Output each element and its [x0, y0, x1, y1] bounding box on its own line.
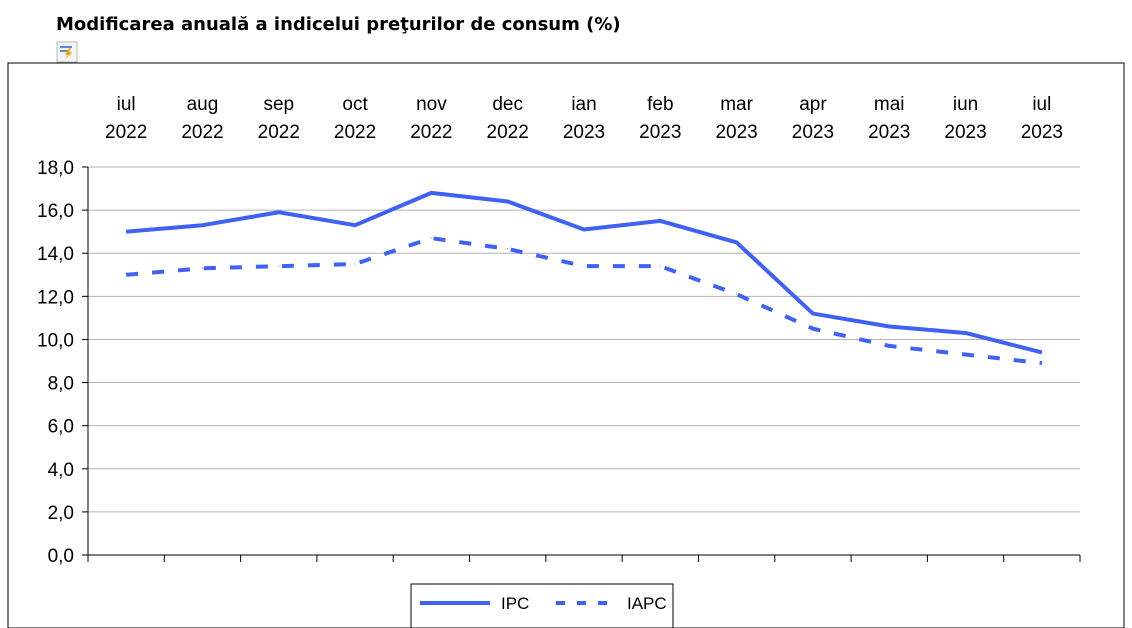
data-point-ipc	[812, 313, 814, 315]
category-label-month: ian	[571, 94, 596, 115]
legend: IPC IAPC	[410, 583, 674, 628]
category-label-year: 2023	[715, 122, 757, 143]
data-point-ipc	[125, 231, 127, 233]
y-tick-label: 0,0	[48, 546, 74, 567]
chart-title: Modificarea anuală a indicelui preţurilo…	[56, 14, 621, 35]
category-label-year: 2023	[792, 122, 834, 143]
y-tick-label: 14,0	[37, 244, 74, 265]
data-point-ipc	[507, 200, 509, 202]
series-lines	[125, 190, 1043, 366]
chart-edit-icon[interactable]	[56, 41, 78, 63]
category-label-month: mai	[874, 94, 905, 115]
chart-frame	[7, 62, 1125, 628]
data-point-ipc	[430, 192, 432, 194]
category-label-year: 2022	[105, 122, 147, 143]
category-label-month: aug	[187, 94, 219, 115]
data-point-iapc	[278, 265, 280, 267]
category-label-year: 2022	[334, 122, 376, 143]
legend-label-iapc: IAPC	[627, 594, 667, 613]
category-label-year: 2023	[868, 122, 910, 143]
data-point-iapc	[507, 248, 509, 250]
data-point-iapc	[354, 263, 356, 265]
data-point-iapc	[430, 237, 432, 239]
category-label-year: 2023	[1021, 122, 1063, 143]
category-label-month: feb	[647, 94, 673, 115]
legend-box	[410, 583, 674, 628]
data-point-iapc	[583, 265, 585, 267]
grid-lines	[88, 166, 1080, 513]
category-label-year: 2022	[487, 122, 529, 143]
category-label-month: oct	[342, 94, 368, 115]
category-label-month: dec	[492, 94, 523, 115]
y-tick-label: 6,0	[48, 417, 74, 438]
data-point-ipc	[736, 241, 738, 243]
data-point-iapc	[1041, 362, 1043, 364]
y-tick-label: 10,0	[37, 330, 74, 351]
category-label-year: 2022	[181, 122, 223, 143]
data-point-iapc	[201, 267, 203, 269]
data-point-iapc	[125, 274, 127, 276]
data-point-iapc	[888, 345, 890, 347]
data-point-iapc	[659, 265, 661, 267]
axes	[82, 166, 1081, 562]
category-label-month: iul	[117, 94, 136, 115]
y-tick-label: 8,0	[48, 374, 74, 395]
y-axis-ticks: 0,0 2,0 4,0 6,0 8,0 10,0 12,0 14,0 16,0 18,0	[37, 158, 74, 567]
category-label-year: 2023	[563, 122, 605, 143]
data-point-ipc	[888, 326, 890, 328]
category-label-year: 2022	[410, 122, 452, 143]
data-point-ipc	[354, 224, 356, 226]
category-label-month: mar	[720, 94, 753, 115]
y-tick-label: 2,0	[48, 503, 74, 524]
data-point-iapc	[736, 293, 738, 295]
y-tick-label: 16,0	[37, 201, 74, 222]
legend-label-ipc: IPC	[501, 594, 529, 613]
y-tick-label: 12,0	[37, 287, 74, 308]
category-label-month: nov	[416, 94, 447, 115]
data-point-ipc	[965, 332, 967, 334]
category-labels: iul 2022 aug 2022 sep 2022 oct 2022 nov 2022 dec 20…	[105, 94, 1063, 143]
data-point-iapc	[965, 354, 967, 356]
data-point-iapc	[812, 328, 814, 330]
data-point-ipc	[1041, 351, 1043, 353]
category-label-month: apr	[799, 94, 827, 115]
category-label-year: 2022	[258, 122, 300, 143]
data-point-ipc	[201, 224, 203, 226]
category-label-year: 2023	[944, 122, 986, 143]
category-label-month: iun	[953, 94, 978, 115]
y-tick-label: 4,0	[48, 460, 74, 481]
data-point-ipc	[583, 229, 585, 231]
data-point-ipc	[278, 211, 280, 213]
data-point-ipc	[659, 220, 661, 222]
category-label-month: sep	[263, 94, 294, 115]
category-label-month: iul	[1032, 94, 1051, 115]
category-label-year: 2023	[639, 122, 681, 143]
y-tick-label: 18,0	[37, 158, 74, 179]
